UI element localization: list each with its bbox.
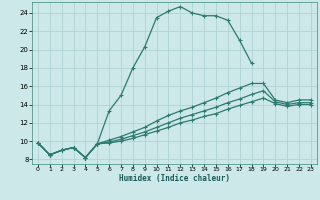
X-axis label: Humidex (Indice chaleur): Humidex (Indice chaleur)	[119, 174, 230, 183]
